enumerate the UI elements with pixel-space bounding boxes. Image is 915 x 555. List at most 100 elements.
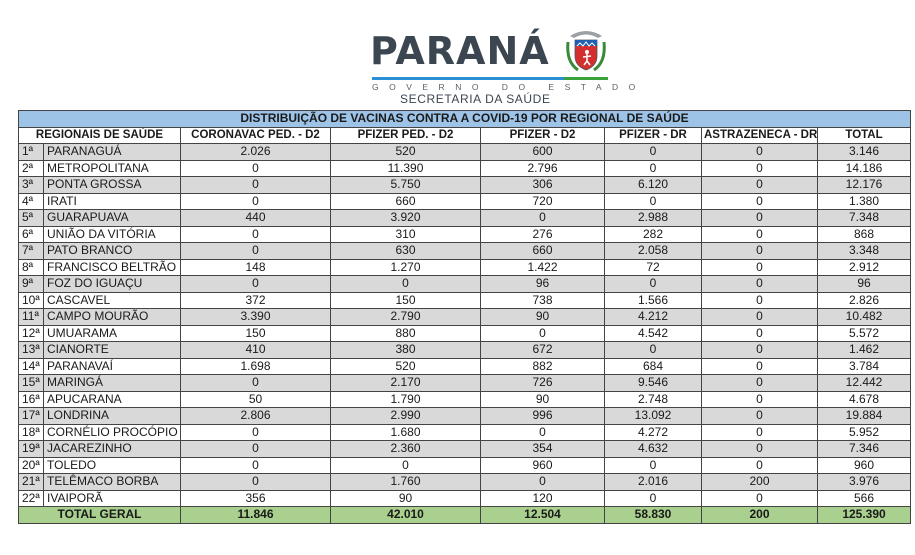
- pfizer-d2-cell: 90: [480, 308, 605, 326]
- astrazeneca-dr-cell: 0: [701, 390, 818, 408]
- pfizer-d2-cell: 90: [480, 390, 605, 408]
- astrazeneca-dr-cell: 0: [701, 275, 818, 293]
- pfizer-d2-cell: 0: [480, 324, 605, 342]
- column-header-coronavac-ped-d2: CORONAVAC PED. - D2: [180, 126, 331, 144]
- astrazeneca-dr-cell: 0: [701, 374, 818, 392]
- pfizer-dr-cell: 4.632: [604, 440, 702, 458]
- pfizer-dr-cell: 0: [604, 159, 702, 177]
- total-row: TOTAL GERAL 11.846 42.010 12.504 58.830 …: [18, 506, 912, 524]
- total-grand: 125.390: [816, 506, 912, 524]
- pfizer-d2-cell: 738: [480, 291, 605, 309]
- pfizer-ped-d2-cell: 660: [330, 192, 481, 210]
- regional-number-cell: 7ª: [18, 242, 44, 260]
- column-header-astrazeneca-dr: ASTRAZENECA - DR: [701, 126, 818, 144]
- coronavac-ped-d2-cell: 372: [180, 291, 331, 309]
- regional-number-cell: 6ª: [18, 225, 44, 243]
- table-row: 11ª CAMPO MOURÃO 3.390 2.790 90 4.212 0 10.482: [18, 308, 912, 326]
- pfizer-dr-cell: 0: [604, 489, 702, 507]
- table-row: 20ª TOLEDO 0 0 960 0 0 960: [18, 456, 912, 474]
- row-total-cell: 566: [816, 489, 912, 507]
- total-astrazeneca-dr: 200: [701, 506, 818, 524]
- regional-name-cell: MARINGÁ: [43, 374, 181, 392]
- pfizer-ped-d2-cell: 150: [330, 291, 481, 309]
- regional-number-cell: 4ª: [18, 192, 44, 210]
- coronavac-ped-d2-cell: 0: [180, 374, 331, 392]
- regional-name-cell: IRATI: [43, 192, 181, 210]
- regional-number-cell: 10ª: [18, 291, 44, 309]
- regional-name-cell: PATO BRANCO: [43, 242, 181, 260]
- parana-logo: PARANÁ GOVERNO DO ESTADO SECRETARIA DA S…: [370, 30, 635, 106]
- table-row: 13ª CIANORTE 410 380 672 0 0 1.462: [18, 341, 912, 359]
- parana-coat-of-arms-icon: [566, 31, 606, 72]
- regional-name-cell: PARANAVAÍ: [43, 357, 181, 375]
- coronavac-ped-d2-cell: 0: [180, 423, 331, 441]
- pfizer-dr-cell: 13.092: [604, 407, 702, 425]
- astrazeneca-dr-cell: 0: [701, 159, 818, 177]
- regional-name-cell: JACAREZINHO: [43, 440, 181, 458]
- astrazeneca-dr-cell: 0: [701, 407, 818, 425]
- pfizer-dr-cell: 72: [604, 258, 702, 276]
- table-header-row: REGIONAIS DE SAÚDE CORONAVAC PED. - D2 P…: [18, 126, 912, 144]
- vaccine-distribution-table: DISTRIBUIÇÃO DE VACINAS CONTRA A COVID-1…: [17, 110, 912, 524]
- row-total-cell: 868: [816, 225, 912, 243]
- coronavac-ped-d2-cell: 50: [180, 390, 331, 408]
- regional-name-cell: TELÊMACO BORBA: [43, 473, 181, 491]
- regional-number-cell: 1ª: [18, 143, 44, 161]
- row-total-cell: 5.572: [816, 324, 912, 342]
- regional-name-cell: FRANCISCO BELTRÃO: [43, 258, 181, 276]
- astrazeneca-dr-cell: 0: [701, 242, 818, 260]
- pfizer-ped-d2-cell: 380: [330, 341, 481, 359]
- row-total-cell: 96: [816, 275, 912, 293]
- pfizer-dr-cell: 9.546: [604, 374, 702, 392]
- row-total-cell: 2.912: [816, 258, 912, 276]
- pfizer-dr-cell: 2.988: [604, 209, 702, 227]
- row-total-cell: 12.442: [816, 374, 912, 392]
- pfizer-d2-cell: 996: [480, 407, 605, 425]
- row-total-cell: 3.348: [816, 242, 912, 260]
- coronavac-ped-d2-cell: 1.698: [180, 357, 331, 375]
- astrazeneca-dr-cell: 0: [701, 176, 818, 194]
- pfizer-d2-cell: 660: [480, 242, 605, 260]
- regional-number-cell: 5ª: [18, 209, 44, 227]
- table-title-row: DISTRIBUIÇÃO DE VACINAS CONTRA A COVID-1…: [17, 110, 912, 128]
- pfizer-ped-d2-cell: 2.790: [330, 308, 481, 326]
- row-total-cell: 14.186: [816, 159, 912, 177]
- table-row: 12ª UMUARAMA 150 880 0 4.542 0 5.572: [18, 324, 912, 342]
- astrazeneca-dr-cell: 0: [701, 143, 818, 161]
- column-header-pfizer-dr: PFIZER - DR: [604, 126, 702, 144]
- table-row: 5ª GUARAPUAVA 440 3.920 0 2.988 0 7.348: [18, 209, 912, 227]
- astrazeneca-dr-cell: 200: [701, 473, 818, 491]
- regional-number-cell: 16ª: [18, 390, 44, 408]
- regional-number-cell: 21ª: [18, 473, 44, 491]
- table-title: DISTRIBUIÇÃO DE VACINAS CONTRA A COVID-1…: [17, 110, 912, 128]
- brand-bar-blue: [372, 77, 564, 80]
- table-row: 10ª CASCAVEL 372 150 738 1.566 0 2.826: [18, 291, 912, 309]
- row-total-cell: 4.678: [816, 390, 912, 408]
- pfizer-d2-cell: 1.422: [480, 258, 605, 276]
- regional-name-cell: CASCAVEL: [43, 291, 181, 309]
- pfizer-dr-cell: 684: [604, 357, 702, 375]
- row-total-cell: 2.826: [816, 291, 912, 309]
- pfizer-d2-cell: 354: [480, 440, 605, 458]
- regional-name-cell: CIANORTE: [43, 341, 181, 359]
- row-total-cell: 10.482: [816, 308, 912, 326]
- table-row: 7ª PATO BRANCO 0 630 660 2.058 0 3.348: [18, 242, 912, 260]
- pfizer-d2-cell: 960: [480, 456, 605, 474]
- regional-name-cell: UNIÃO DA VITÓRIA: [43, 225, 181, 243]
- table-row: 9ª FOZ DO IGUAÇU 0 0 96 0 0 96: [18, 275, 912, 293]
- regional-name-cell: GUARAPUAVA: [43, 209, 181, 227]
- table-row: 14ª PARANAVAÍ 1.698 520 882 684 0 3.784: [18, 357, 912, 375]
- regional-number-cell: 22ª: [18, 489, 44, 507]
- pfizer-dr-cell: 282: [604, 225, 702, 243]
- pfizer-d2-cell: 672: [480, 341, 605, 359]
- pfizer-d2-cell: 120: [480, 489, 605, 507]
- astrazeneca-dr-cell: 0: [701, 192, 818, 210]
- pfizer-ped-d2-cell: 520: [330, 357, 481, 375]
- pfizer-ped-d2-cell: 11.390: [330, 159, 481, 177]
- regional-number-cell: 13ª: [18, 341, 44, 359]
- pfizer-d2-cell: 600: [480, 143, 605, 161]
- coronavac-ped-d2-cell: 0: [180, 242, 331, 260]
- column-header-pfizer-d2: PFIZER - D2: [480, 126, 605, 144]
- table-row: 3ª PONTA GROSSA 0 5.750 306 6.120 0 12.176: [18, 176, 912, 194]
- total-pfizer-dr: 58.830: [604, 506, 702, 524]
